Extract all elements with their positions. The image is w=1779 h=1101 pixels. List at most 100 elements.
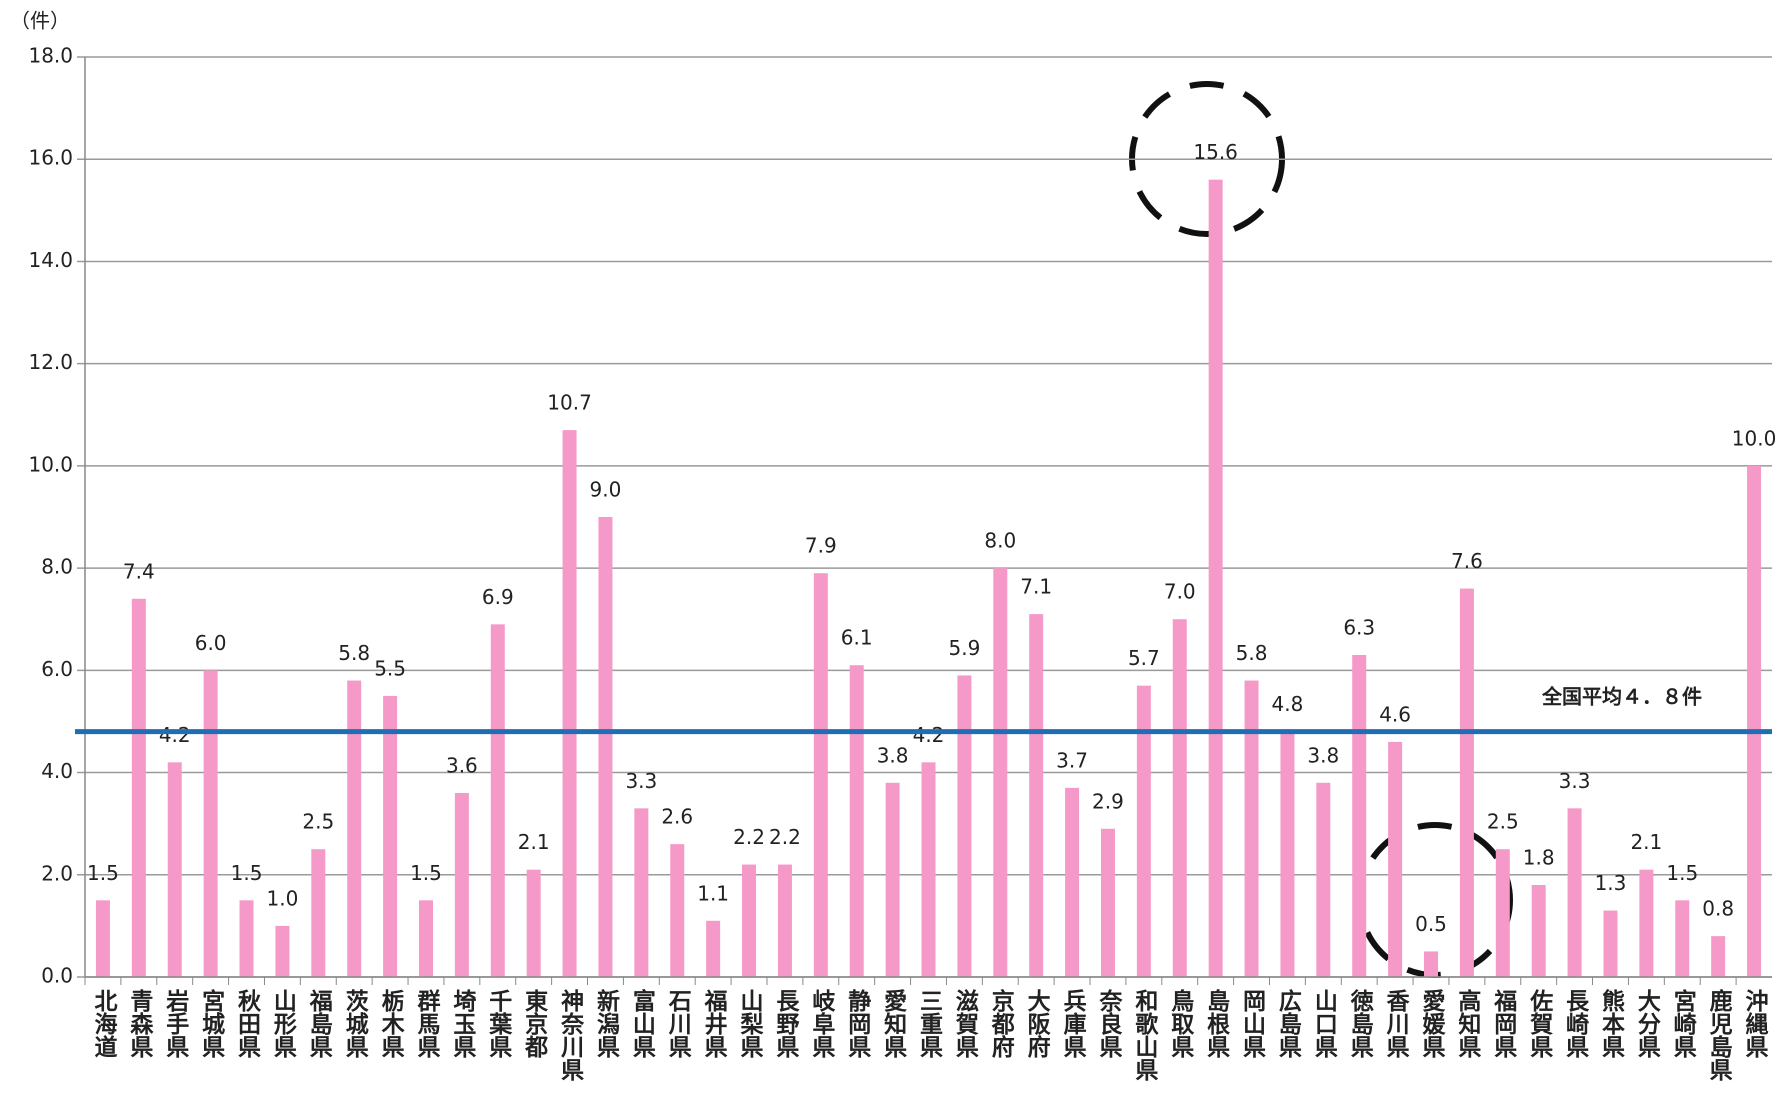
value-label: 7.9 bbox=[805, 534, 837, 558]
x-tick-label: 群馬県 bbox=[413, 988, 442, 1058]
bar bbox=[598, 517, 613, 977]
value-label: 3.3 bbox=[1559, 769, 1591, 793]
y-tick-label: 4.0 bbox=[41, 759, 73, 783]
bar bbox=[1639, 869, 1654, 977]
value-label: 1.8 bbox=[1523, 846, 1555, 870]
value-label: 10.7 bbox=[547, 391, 592, 415]
bar bbox=[1711, 936, 1726, 977]
y-tick-label: 14.0 bbox=[28, 248, 73, 272]
bar bbox=[562, 430, 577, 978]
bar bbox=[490, 624, 505, 977]
x-tick-label: 沖縄県 bbox=[1741, 989, 1769, 1058]
x-tick-label: 佐賀県 bbox=[1526, 989, 1555, 1058]
value-label: 6.0 bbox=[195, 631, 227, 655]
value-label: 6.9 bbox=[482, 585, 514, 609]
value-label: 1.3 bbox=[1595, 871, 1627, 895]
y-unit: （件） bbox=[10, 9, 70, 33]
x-tick-label: 神奈川県 bbox=[557, 988, 586, 1081]
value-label: 0.5 bbox=[1415, 912, 1447, 936]
value-label: 3.6 bbox=[446, 754, 478, 778]
x-tick-label: 高知県 bbox=[1454, 988, 1482, 1058]
bar bbox=[239, 900, 254, 977]
bar bbox=[1172, 619, 1187, 977]
x-tick-label: 富山県 bbox=[628, 988, 656, 1058]
x-tick-label: 福島県 bbox=[305, 989, 334, 1058]
value-label: 6.1 bbox=[841, 626, 873, 650]
value-label: 1.5 bbox=[1666, 861, 1698, 885]
x-tick-label: 三重県 bbox=[916, 989, 944, 1058]
bar bbox=[95, 900, 110, 977]
bar bbox=[1459, 588, 1474, 977]
x-tick-label: 茨城県 bbox=[341, 989, 369, 1058]
x-tick-label: 島根県 bbox=[1203, 988, 1231, 1058]
bar bbox=[1603, 910, 1618, 977]
x-tick-label: 鳥取県 bbox=[1167, 988, 1195, 1058]
x-tick-label: 鹿児島県 bbox=[1705, 988, 1734, 1081]
x-tick-label: 愛知県 bbox=[880, 989, 908, 1058]
y-tick-label: 2.0 bbox=[41, 861, 73, 885]
x-tick-label: 岡山県 bbox=[1239, 989, 1267, 1058]
bar bbox=[131, 598, 146, 977]
x-tick-label: 石川県 bbox=[664, 989, 693, 1058]
value-label: 15.6 bbox=[1193, 140, 1238, 164]
bar bbox=[454, 793, 469, 977]
value-label: 7.1 bbox=[1020, 575, 1052, 599]
bar bbox=[1495, 849, 1510, 977]
x-tick-label: 長崎県 bbox=[1562, 989, 1590, 1058]
value-label: 4.2 bbox=[159, 723, 191, 747]
y-tick-label: 18.0 bbox=[28, 44, 73, 68]
x-tick-label: 徳島県 bbox=[1346, 988, 1375, 1058]
x-tick-label: 和歌山県 bbox=[1131, 989, 1159, 1081]
bar bbox=[813, 573, 828, 977]
value-label: 1.5 bbox=[87, 861, 119, 885]
value-label: 7.6 bbox=[1451, 549, 1483, 573]
y-tick-label: 12.0 bbox=[28, 350, 73, 374]
value-label: 3.3 bbox=[625, 769, 657, 793]
value-label: 2.5 bbox=[302, 810, 334, 834]
y-tick-label: 6.0 bbox=[41, 657, 73, 681]
value-label: 4.2 bbox=[913, 723, 945, 747]
bar bbox=[1208, 179, 1223, 977]
x-tick-label: 静岡県 bbox=[844, 988, 872, 1058]
value-label: 5.9 bbox=[948, 636, 980, 660]
bar bbox=[993, 568, 1008, 977]
bar bbox=[1065, 787, 1080, 977]
bar bbox=[1747, 465, 1762, 977]
bar bbox=[203, 670, 218, 977]
x-tick-label: 大分県 bbox=[1633, 989, 1661, 1058]
bar bbox=[957, 675, 972, 977]
x-tick-label: 山口県 bbox=[1310, 989, 1338, 1058]
x-tick-label: 熊本県 bbox=[1597, 988, 1625, 1058]
bar bbox=[742, 864, 757, 977]
x-tick-label: 愛媛県 bbox=[1418, 989, 1446, 1058]
x-tick-label: 山形県 bbox=[269, 989, 297, 1058]
value-label: 2.9 bbox=[1092, 789, 1124, 813]
x-tick-label: 福岡県 bbox=[1490, 989, 1519, 1058]
bar bbox=[1388, 741, 1403, 977]
x-tick-label: 滋賀県 bbox=[951, 988, 980, 1058]
x-tick-label: 栃木県 bbox=[377, 989, 406, 1058]
x-tick-label: 長野県 bbox=[772, 989, 800, 1058]
bar bbox=[1316, 782, 1331, 977]
bar bbox=[167, 762, 182, 977]
bar bbox=[418, 900, 433, 977]
x-tick-label: 京都府 bbox=[987, 988, 1016, 1059]
bar bbox=[275, 925, 290, 977]
x-tick-label: 兵庫県 bbox=[1059, 989, 1087, 1058]
bar bbox=[777, 864, 792, 977]
value-label: 4.6 bbox=[1379, 702, 1411, 726]
value-label: 10.0 bbox=[1732, 426, 1777, 450]
bar bbox=[526, 869, 541, 977]
bar bbox=[1244, 680, 1259, 977]
bar bbox=[1675, 900, 1690, 977]
value-label: 5.8 bbox=[338, 641, 370, 665]
value-label: 3.8 bbox=[877, 743, 909, 767]
x-tick-label: 新潟県 bbox=[592, 988, 620, 1058]
bar bbox=[1567, 808, 1582, 977]
bar bbox=[1424, 951, 1439, 977]
value-label: 1.5 bbox=[231, 861, 263, 885]
bar bbox=[311, 849, 326, 977]
y-tick-label: 10.0 bbox=[28, 452, 73, 476]
bar bbox=[634, 808, 649, 977]
